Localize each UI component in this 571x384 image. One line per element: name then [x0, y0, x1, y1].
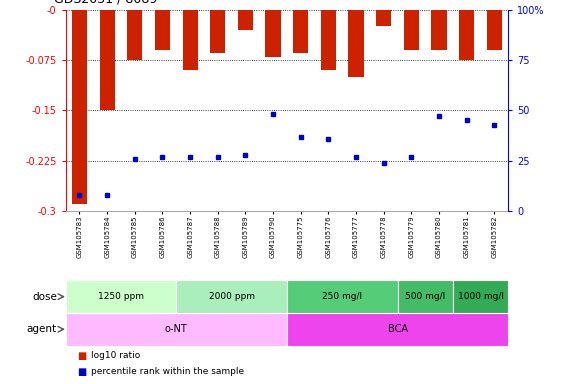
Text: agent: agent [27, 324, 57, 334]
Bar [486, 10, 502, 50]
Text: ■: ■ [77, 366, 86, 377]
Text: 250 mg/l: 250 mg/l [322, 292, 363, 301]
Bar [183, 10, 198, 70]
Bar [238, 10, 253, 30]
Bar [176, 280, 287, 313]
Bar [155, 10, 170, 50]
Text: BCA: BCA [388, 324, 408, 334]
Text: GDS2051 / 8089: GDS2051 / 8089 [54, 0, 158, 6]
Bar [127, 10, 142, 60]
Text: ■: ■ [77, 351, 86, 361]
Text: dose: dose [32, 291, 57, 302]
Bar [453, 280, 508, 313]
Text: log10 ratio: log10 ratio [91, 351, 140, 361]
Bar [348, 10, 364, 77]
Text: 2000 ppm: 2000 ppm [208, 292, 255, 301]
Text: 1250 ppm: 1250 ppm [98, 292, 144, 301]
Bar [99, 10, 115, 111]
Bar [321, 10, 336, 70]
Bar [72, 10, 87, 204]
Text: 500 mg/l: 500 mg/l [405, 292, 445, 301]
Bar [404, 10, 419, 50]
Bar [376, 10, 391, 26]
Text: 1000 mg/l: 1000 mg/l [457, 292, 504, 301]
Bar [66, 280, 176, 313]
Bar [66, 313, 287, 346]
Bar [210, 10, 226, 53]
Bar [459, 10, 475, 60]
Bar [293, 10, 308, 53]
Text: percentile rank within the sample: percentile rank within the sample [91, 367, 244, 376]
Text: o-NT: o-NT [165, 324, 188, 334]
Bar [287, 280, 397, 313]
Bar [432, 10, 447, 50]
Bar [266, 10, 281, 56]
Bar [287, 313, 508, 346]
Bar [397, 280, 453, 313]
